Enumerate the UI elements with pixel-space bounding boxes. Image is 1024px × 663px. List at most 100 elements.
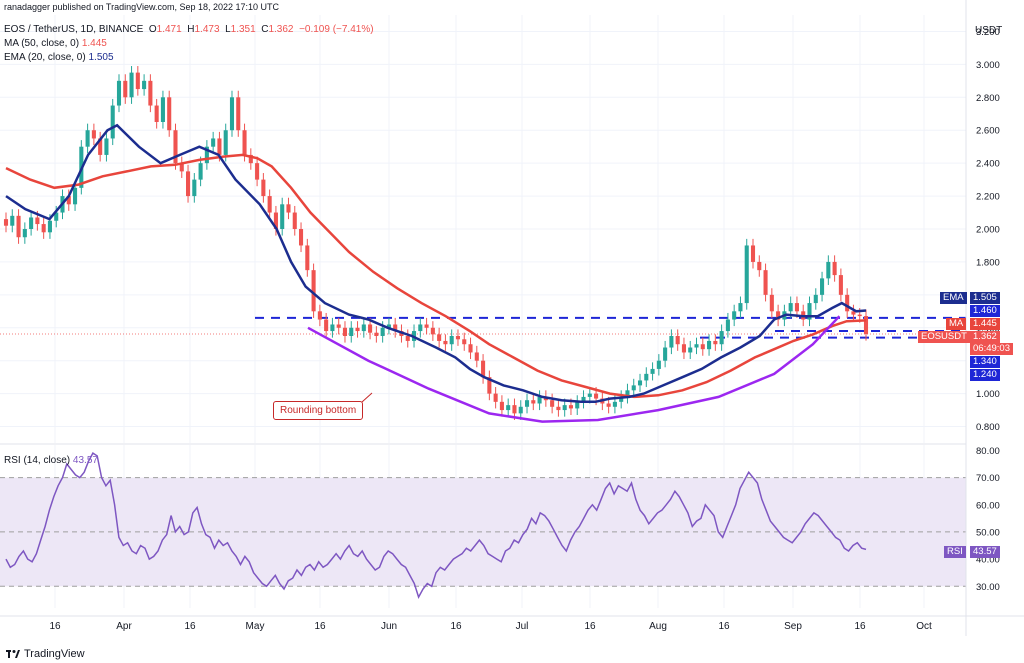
candle-body	[455, 336, 461, 340]
symbol-ohlc-row: EOS / TetherUS, 1D, BINANCE O1.471 H1.47…	[4, 24, 374, 35]
open-label: O	[148, 24, 157, 35]
time-tick-label: 16	[854, 621, 866, 632]
ema20-line	[5, 123, 867, 404]
ema-scale-name: EMA	[940, 292, 967, 304]
time-tick-label: Apr	[116, 621, 132, 632]
ema-legend-row[interactable]: EMA (20, close, 0) 1.505	[4, 52, 114, 63]
time-tick-label: 16	[450, 621, 462, 632]
candle-body	[713, 340, 718, 345]
candle-body	[16, 215, 21, 238]
candle-body	[462, 339, 467, 345]
symbol-scale-name: EOSUSDT	[918, 331, 970, 343]
candle-body	[393, 324, 398, 332]
ma-legend-label: MA (50, close, 0)	[4, 38, 80, 49]
candle-body	[694, 344, 699, 348]
candle-body	[681, 344, 686, 353]
candle-body	[342, 327, 348, 336]
price-tick-label: 1.800	[976, 257, 1000, 268]
annotation-pointer	[361, 392, 373, 403]
candle-body	[248, 154, 253, 164]
candle-body	[744, 245, 749, 304]
candle-body	[725, 319, 730, 332]
candle-body	[568, 405, 574, 409]
rsi-legend-row[interactable]: RSI (14, close) 43.57	[4, 455, 98, 466]
candle-body	[368, 324, 373, 333]
high-label: H	[187, 24, 195, 35]
candle-body	[286, 204, 291, 213]
candle-body	[857, 314, 862, 317]
price-tick-label: 2.200	[976, 192, 1000, 203]
candle-body	[173, 130, 178, 164]
time-tick-label: 16	[49, 621, 61, 632]
candle-body	[575, 401, 580, 409]
candle-body	[311, 270, 316, 312]
tradingview-brand[interactable]: TradingView	[6, 648, 85, 660]
ma50-line	[5, 153, 867, 399]
candle-body	[91, 130, 96, 139]
candle-body	[3, 219, 9, 226]
candle-body	[524, 400, 530, 407]
rounding-bottom-annotation[interactable]: Rounding bottom	[273, 401, 364, 420]
candle-body	[845, 294, 850, 312]
candle-body	[493, 393, 498, 402]
ema-scale-tag: 1.505	[970, 292, 1000, 304]
candle-body	[581, 396, 586, 402]
candle-body	[330, 324, 335, 332]
candle-body	[663, 347, 668, 361]
candle-body	[732, 311, 737, 320]
candle-body	[506, 405, 511, 411]
candle-body	[405, 336, 410, 341]
candle-body	[85, 130, 90, 147]
price-tick-label: 1.000	[976, 389, 1000, 400]
time-tick-label: Aug	[649, 621, 667, 632]
rsi-tick-label: 30.00	[976, 582, 1000, 593]
candle-body	[776, 311, 781, 320]
candle-body	[374, 332, 379, 336]
tradingview-brand-label: TradingView	[24, 648, 85, 660]
candle-body	[562, 405, 567, 411]
candle-body	[625, 390, 630, 397]
candle-body	[267, 196, 272, 213]
candle-body	[707, 340, 712, 350]
candle-body	[29, 217, 34, 229]
price-unit-label: USDT	[975, 25, 1003, 36]
ma-legend-row[interactable]: MA (50, close, 0) 1.445	[4, 38, 107, 49]
rsi-tick-label: 80.00	[976, 446, 1000, 457]
rsi-scale-tag: 43.57	[970, 546, 1000, 558]
candle-body	[204, 146, 209, 164]
time-tick-label: 16	[314, 621, 326, 632]
time-tick-label: Jun	[381, 621, 397, 632]
candle-body	[298, 229, 304, 246]
candle-body	[537, 396, 542, 404]
candle-body	[851, 311, 856, 315]
ema-legend-value: 1.505	[88, 52, 114, 63]
candle-body	[273, 212, 278, 229]
candle-body	[424, 324, 429, 328]
candle-body	[73, 187, 78, 205]
candle-body	[135, 72, 140, 90]
candle-body	[261, 179, 266, 197]
level-1460-tag: 1.460	[970, 305, 1000, 317]
rounding-bottom-curve	[307, 315, 841, 423]
candle-body	[512, 405, 517, 414]
rsi-tick-label: 50.00	[976, 527, 1000, 538]
time-tick-label: 16	[184, 621, 196, 632]
candle-body	[179, 163, 184, 172]
candle-body	[186, 171, 191, 197]
rsi-tick-label: 40.00	[976, 555, 1000, 566]
rsi-tick-label: 60.00	[976, 500, 1000, 511]
time-axis-ticks: 16 Apr 16 May 16 Jun 16 Jul 16 Aug 16 Sep 16 Oct	[49, 621, 932, 632]
candle-body	[612, 401, 617, 407]
candle-body	[98, 138, 103, 155]
candle-body	[317, 311, 322, 320]
candle-body	[807, 303, 812, 320]
candle-body	[123, 80, 128, 98]
candle-body	[656, 360, 661, 369]
time-tick-label: Oct	[916, 621, 932, 632]
candle-body	[305, 245, 310, 271]
price-tick-label: 3.000	[976, 60, 1000, 71]
rsi-band	[0, 477, 966, 587]
ma-line-group	[5, 123, 867, 404]
price-tick-label: 2.800	[976, 93, 1000, 104]
